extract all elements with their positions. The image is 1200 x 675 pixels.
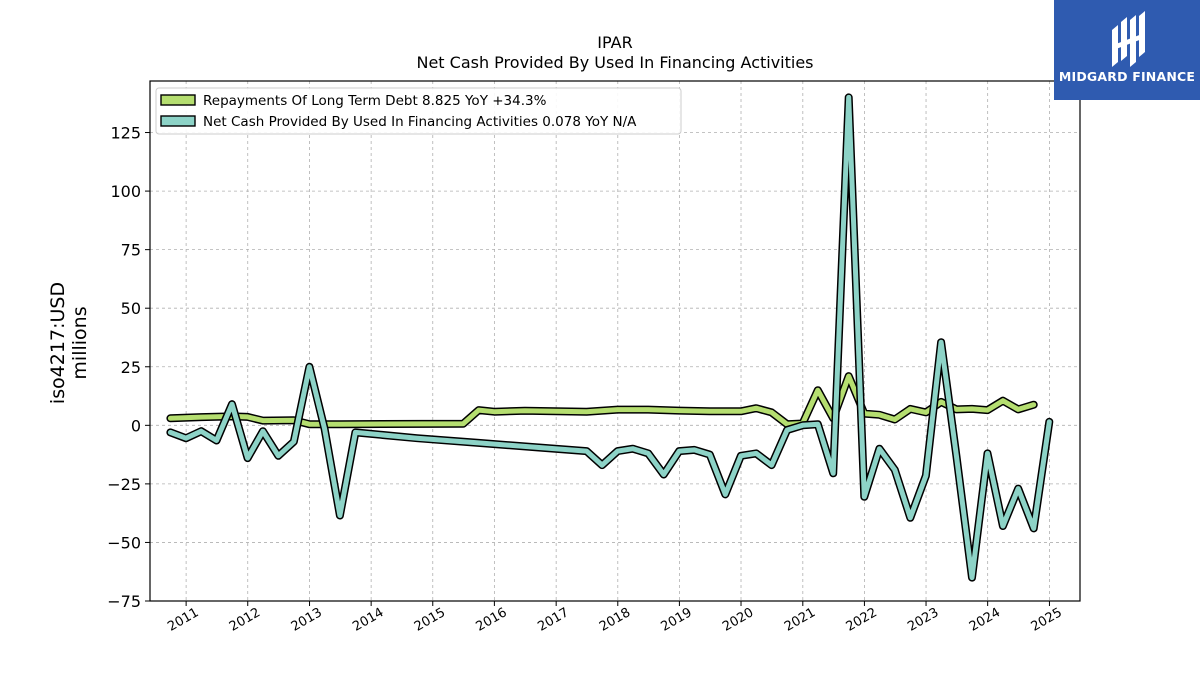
x-tick-label: 2011 — [165, 605, 201, 635]
x-tick-label: 2019 — [659, 605, 695, 635]
y-axis-label-line2: millions — [69, 306, 91, 379]
y-tick-label: 0 — [131, 416, 141, 435]
midgard-logo-icon — [1112, 11, 1145, 67]
x-tick-label: 2014 — [350, 605, 386, 635]
series-1-line — [167, 373, 1037, 427]
x-tick-label: 2012 — [227, 605, 263, 635]
y-tick-label: −50 — [107, 533, 141, 552]
legend-box — [155, 87, 682, 135]
y-tick-label: 100 — [110, 182, 141, 201]
midgard-finance-logo: MIDGARD FINANCE — [1054, 0, 1200, 100]
x-tick-label: 2013 — [289, 605, 325, 635]
legend: Repayments Of Long Term Debt 8.825 YoY +… — [155, 87, 682, 135]
y-tick-label: −75 — [107, 592, 141, 611]
x-tick-label: 2021 — [782, 605, 818, 635]
x-tick-label: 2025 — [1029, 605, 1065, 635]
x-tick-label: 2016 — [474, 605, 510, 635]
x-tick-label: 2023 — [905, 605, 941, 635]
y-axis-label-line1: iso4217:USD — [47, 282, 69, 404]
y-tick-label: 50 — [121, 299, 141, 318]
y-axis: 125 100 75 50 25 0 −25 −50 −75 — [107, 124, 150, 611]
legend-swatch-net-cash — [160, 115, 196, 127]
y-tick-label: 25 — [121, 358, 141, 377]
y-tick-label: 125 — [110, 124, 141, 143]
legend-label-repayments: Repayments Of Long Term Debt 8.825 YoY +… — [203, 93, 547, 109]
x-tick-label: 2018 — [597, 605, 633, 635]
logo-text: MIDGARD FINANCE — [1058, 69, 1196, 84]
y-axis-label: iso4217:USD millions — [47, 282, 91, 404]
x-tick-label: 2015 — [412, 605, 448, 635]
plot-frame — [149, 80, 1081, 602]
x-axis: 2011 2012 2013 2014 2015 2016 2017 2018 2019 2020… — [165, 601, 1065, 635]
x-tick-label: 2024 — [967, 605, 1003, 635]
y-tick-label: −25 — [107, 475, 141, 494]
series-lines — [166, 93, 1054, 582]
chart-title: IPAR — [597, 33, 632, 52]
chart-subtitle: Net Cash Provided By Used In Financing A… — [416, 53, 813, 72]
y-tick-label: 75 — [121, 241, 141, 260]
legend-swatch-repayments — [160, 94, 196, 106]
legend-label-net-cash: Net Cash Provided By Used In Financing A… — [203, 114, 637, 130]
x-tick-label: 2022 — [844, 605, 880, 635]
series-2-line — [167, 94, 1052, 581]
x-tick-label: 2017 — [535, 605, 571, 635]
x-tick-label: 2020 — [720, 605, 756, 635]
